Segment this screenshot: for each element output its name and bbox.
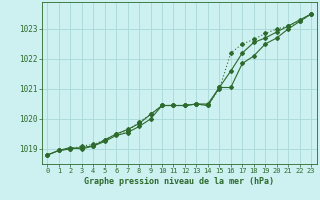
X-axis label: Graphe pression niveau de la mer (hPa): Graphe pression niveau de la mer (hPa)	[84, 177, 274, 186]
